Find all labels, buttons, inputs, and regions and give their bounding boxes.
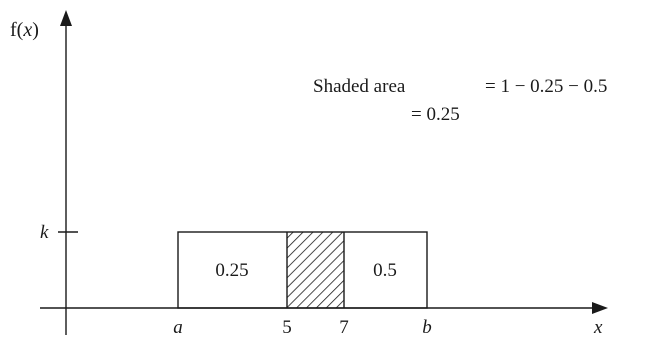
y-axis-label: f(x): [10, 20, 39, 40]
tick-label-b: b: [422, 317, 432, 338]
right-region-area: 0.5: [373, 260, 397, 281]
left-region-area: 0.25: [215, 260, 249, 281]
k-label: k: [40, 222, 49, 243]
y-axis-label-var: x: [23, 19, 33, 41]
equation-line-2: = 0.25: [411, 104, 460, 125]
density-rectangle: [177, 231, 428, 309]
x-axis-arrowhead: [592, 302, 608, 314]
shaded-area-label: Shaded area: [313, 76, 406, 97]
shaded-region: [287, 232, 344, 308]
tick-label-7: 7: [339, 317, 349, 338]
y-axis-label-prefix: f(: [10, 19, 24, 41]
x-axis-label: x: [594, 317, 603, 338]
y-axis-arrowhead: [60, 10, 72, 26]
equation-line-1: = 1 − 0.25 − 0.5: [485, 76, 608, 97]
tick-label-a: a: [173, 317, 183, 338]
tick-label-5: 5: [282, 317, 292, 338]
y-axis-label-suffix: ): [32, 19, 39, 41]
